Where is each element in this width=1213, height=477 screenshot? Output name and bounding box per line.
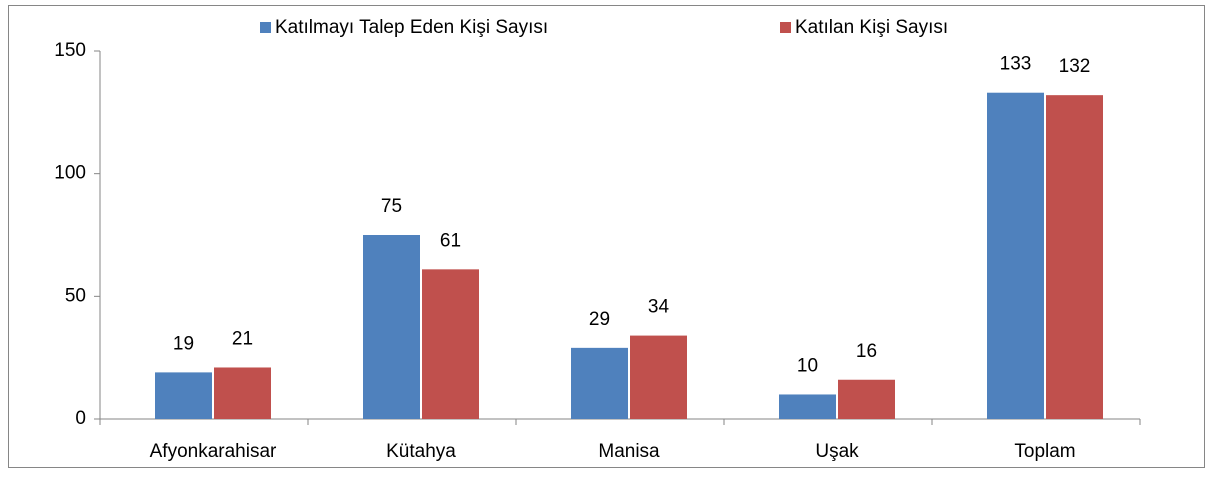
bar [363, 235, 420, 419]
x-tick-label: Uşak [815, 441, 859, 462]
y-tick-label: 100 [54, 163, 86, 184]
y-tick-label: 150 [54, 40, 86, 61]
data-label: 34 [648, 297, 670, 318]
bar [1046, 95, 1103, 419]
x-tick-label: Manisa [598, 441, 660, 462]
y-tick-label: 0 [75, 408, 86, 429]
data-label: 29 [589, 309, 610, 330]
bar [779, 394, 836, 419]
bar [155, 372, 212, 419]
bar [422, 269, 479, 419]
data-label: 132 [1059, 56, 1091, 77]
data-label: 19 [173, 333, 194, 354]
legend-label: Katılmayı Talep Eden Kişi Sayısı [275, 17, 548, 38]
legend-swatch [780, 22, 791, 33]
data-label: 133 [1000, 54, 1032, 75]
bar [838, 379, 895, 419]
bar [214, 367, 271, 419]
x-tick-label: Afyonkarahisar [150, 441, 277, 462]
data-label: 75 [381, 196, 402, 217]
y-tick-label: 50 [65, 285, 86, 306]
data-label: 10 [797, 355, 818, 376]
data-label: 61 [440, 230, 461, 251]
legend-swatch [260, 22, 271, 33]
x-tick-label: Kütahya [386, 441, 456, 462]
data-label: 21 [232, 328, 253, 349]
legend-label: Katılan Kişi Sayısı [795, 17, 948, 38]
data-label: 16 [856, 341, 877, 362]
bar [987, 92, 1044, 419]
bar [630, 335, 687, 419]
bar [571, 347, 628, 419]
x-tick-label: Toplam [1014, 441, 1075, 462]
